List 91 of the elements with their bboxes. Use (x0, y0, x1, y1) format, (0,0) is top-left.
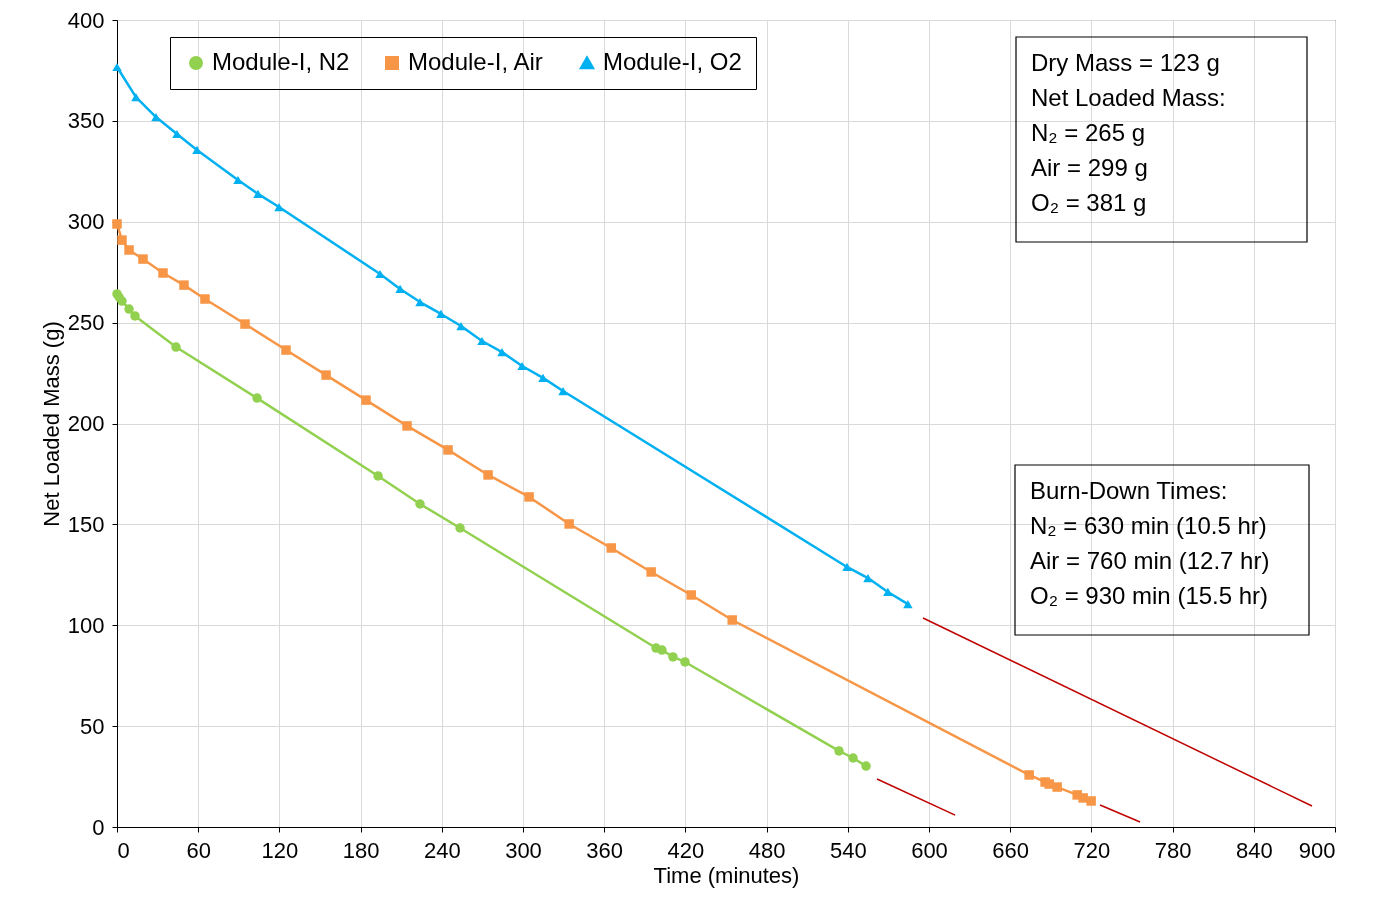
point (564, 519, 574, 529)
x-tick-label: 180 (342, 837, 380, 863)
point (686, 590, 696, 600)
point (606, 543, 616, 553)
x-tick-label: 600 (911, 837, 948, 863)
point (361, 395, 371, 405)
x-tick-label: 660 (992, 837, 1030, 863)
point (200, 294, 210, 304)
x-tick-label: 780 (1154, 837, 1192, 863)
point (373, 471, 383, 481)
point (680, 657, 690, 667)
point (477, 336, 487, 346)
point (253, 189, 263, 199)
point (124, 304, 134, 314)
point (1052, 782, 1062, 792)
y-tick-label: 100 (67, 612, 105, 638)
point (274, 202, 284, 212)
point (233, 175, 243, 185)
point (1086, 796, 1096, 806)
point (727, 615, 737, 625)
point (436, 309, 446, 319)
y-tick-label: 200 (67, 411, 105, 436)
legend-label: Module-I, O2 (603, 48, 742, 75)
x-tick-label: 120 (261, 837, 299, 863)
annotation: Dry Mass = 123 g Net Loaded Mass: N₂ = 265 g Air = 299 g O₂ = 381 g (1031, 49, 1226, 216)
point (138, 254, 148, 264)
point (848, 753, 858, 763)
point (375, 269, 385, 279)
x-axis-title: Time (minutes) (653, 862, 800, 888)
point (1024, 770, 1034, 780)
x-tick-label: 240 (423, 837, 461, 863)
point (415, 499, 425, 509)
point (281, 345, 291, 355)
point (192, 145, 202, 155)
x-tick-label: 480 (748, 837, 786, 863)
point (483, 470, 493, 480)
y-tick-label: 150 (67, 511, 105, 537)
x-tick-label: 300 (505, 837, 542, 863)
point (668, 652, 678, 662)
x-tick-label: 840 (1235, 837, 1273, 863)
point (497, 347, 507, 357)
x-tick-label: 360 (586, 837, 624, 863)
point (112, 62, 122, 72)
point (861, 761, 871, 771)
y-tick-label: 400 (67, 7, 105, 33)
point (158, 268, 168, 278)
point (558, 386, 568, 396)
point (171, 342, 181, 352)
point (321, 370, 331, 380)
y-tick-label: 350 (67, 108, 105, 134)
point (657, 645, 667, 655)
x-tick-label: 60 (186, 837, 211, 863)
point (124, 245, 134, 255)
point (117, 296, 127, 306)
point (395, 284, 405, 294)
point (903, 599, 913, 609)
point (842, 562, 852, 572)
point (112, 219, 122, 229)
point (172, 129, 182, 139)
point (883, 587, 893, 597)
legend-label: Module-I, N2 (212, 48, 350, 75)
annotation: Burn-Down Times: N₂ = 630 min (10.5 hr) Air = 760 min (12.7 hr) O₂ = 930 min (15.5 hr) (1030, 477, 1270, 609)
legend-label: Module-I, Air (408, 48, 543, 75)
y-tick-label: 50 (80, 713, 105, 739)
y-tick-label: 300 (67, 209, 105, 235)
x-tick-label: 0 (117, 837, 130, 863)
point (456, 321, 466, 331)
point (131, 92, 141, 102)
point (252, 393, 262, 403)
x-tick-label: 900 (1298, 837, 1336, 863)
y-axis-title: Net Loaded Mass (g) (38, 321, 64, 527)
point (455, 523, 465, 533)
point (151, 112, 161, 122)
point (130, 311, 140, 321)
point (517, 361, 527, 371)
x-tick-label: 540 (829, 837, 867, 863)
point (443, 445, 453, 455)
y-tick-label: 0 (92, 814, 105, 840)
point (834, 746, 844, 756)
point (646, 567, 656, 577)
x-tick-label: 720 (1073, 837, 1111, 863)
point (240, 319, 250, 329)
y-tick-label: 250 (67, 310, 105, 336)
point (415, 297, 425, 307)
point (402, 421, 412, 431)
point (179, 280, 189, 290)
point (863, 573, 873, 583)
point (117, 235, 127, 245)
x-tick-label: 420 (667, 837, 705, 863)
point (524, 492, 534, 502)
point (538, 373, 548, 383)
